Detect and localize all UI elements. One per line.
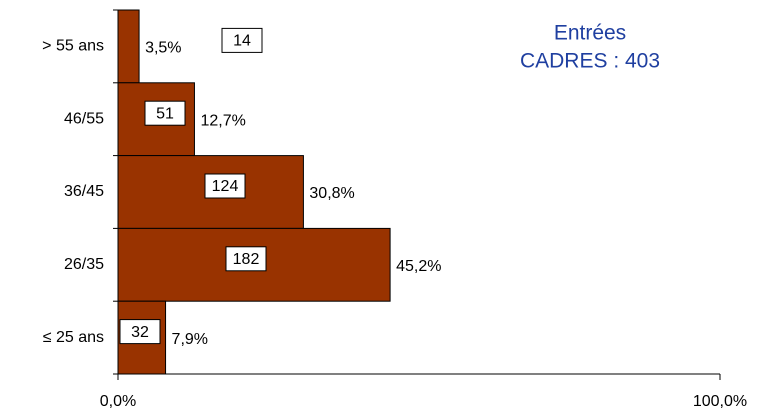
value-label: 3,5% xyxy=(145,40,181,57)
value-label: 7,9% xyxy=(172,331,208,348)
chart-subtitle: CADRES : 403 xyxy=(520,50,660,73)
bar xyxy=(117,9,140,84)
y-tick-label: ≤ 25 ans xyxy=(43,329,104,346)
y-tick-label: 46/55 xyxy=(64,110,104,127)
value-label: 30,8% xyxy=(309,185,354,202)
count-label: 14 xyxy=(233,33,251,50)
x-tick-label: 100,0% xyxy=(693,393,747,410)
count-box xyxy=(221,27,263,53)
count-label: 51 xyxy=(156,105,174,122)
y-tick-label: > 55 ans xyxy=(42,38,104,55)
count-box xyxy=(225,246,267,272)
x-tick-label: 0,0% xyxy=(100,393,136,410)
count-label: 32 xyxy=(131,324,149,341)
value-label: 12,7% xyxy=(200,112,245,129)
value-label: 45,2% xyxy=(396,258,441,275)
chart-title: Entrées xyxy=(554,22,626,45)
count-box xyxy=(144,100,186,126)
y-tick-label: 36/45 xyxy=(64,183,104,200)
count-box xyxy=(204,173,246,199)
count-label: 124 xyxy=(212,178,239,195)
count-label: 182 xyxy=(233,251,260,268)
y-tick-label: 26/35 xyxy=(64,256,104,273)
count-box xyxy=(119,319,161,345)
